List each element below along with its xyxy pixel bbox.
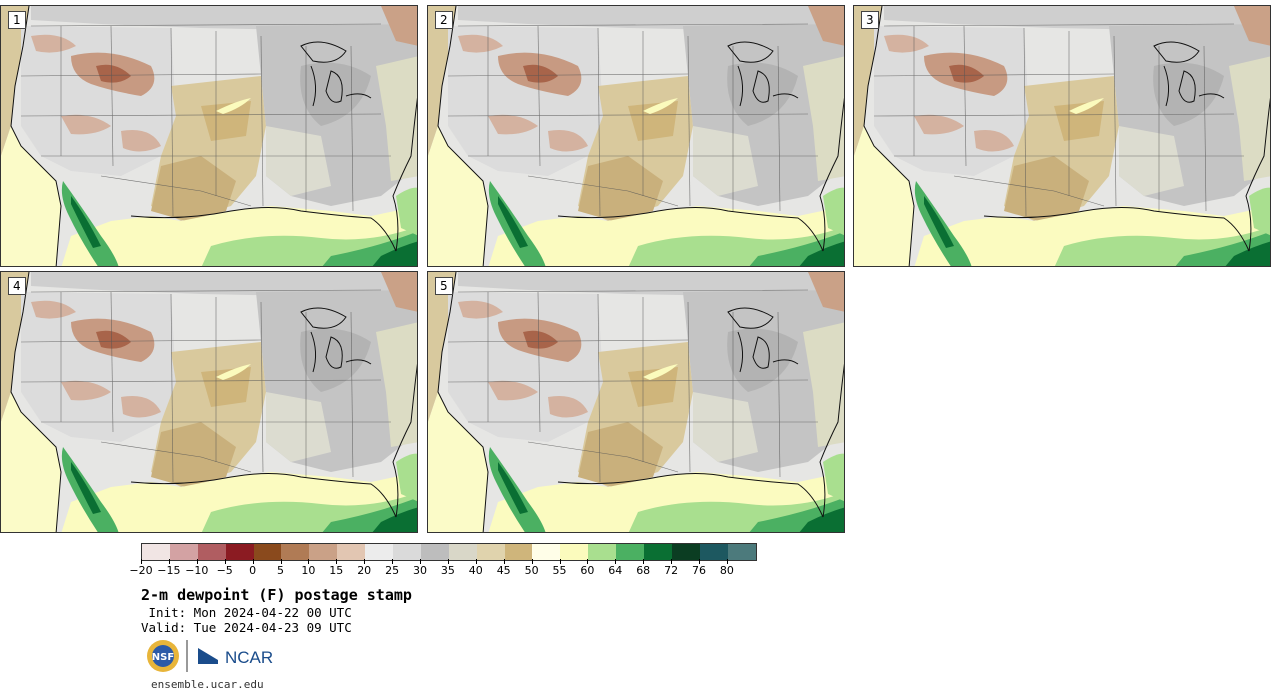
panel-number: 4 [8, 277, 26, 295]
panel-number: 3 [861, 11, 879, 29]
map-panel-1: 1 [0, 5, 418, 267]
colorbar-tick [196, 559, 198, 564]
colorbar-tick-label: 35 [440, 564, 455, 577]
svg-text:NCAR: NCAR [225, 648, 273, 667]
colorbar-tick [364, 559, 366, 564]
colorbar-segment [169, 544, 198, 560]
colorbar-segment [532, 544, 561, 560]
colorbar-segment [142, 544, 170, 560]
colorbar-tick [280, 559, 282, 564]
colorbar-tick-label: −10 [185, 564, 209, 577]
map-panel-2: 2 [427, 5, 845, 267]
colorbar-tick-label: 10 [301, 564, 316, 577]
colorbar-tick-label: 5 [277, 564, 284, 577]
colorbar-segment [393, 544, 421, 560]
colorbar-tick [643, 559, 645, 564]
colorbar-tick [699, 559, 700, 564]
colorbar-tick-label: 64 [608, 564, 623, 577]
colorbar-tick-label: −15 [157, 564, 181, 577]
colorbar-tick-label: 30 [413, 564, 427, 577]
colorbar-segment [699, 544, 728, 560]
svg-text:NSF: NSF [152, 652, 174, 663]
colorbar-tick-label: 72 [664, 564, 679, 577]
colorbar-tick-label: −5 [216, 564, 233, 577]
colorbar-tick-label: 0 [249, 564, 257, 577]
colorbar-tick-label: 45 [496, 564, 511, 577]
colorbar-tick-label: 55 [552, 564, 567, 577]
nsf-logo: NSF [147, 640, 179, 672]
colorbar-tick [168, 559, 170, 564]
colorbar-tick [308, 559, 310, 564]
colorbar-tick [559, 559, 561, 564]
chart-title: 2-m dewpoint (F) postage stamp [141, 586, 412, 604]
colorbar-tick-label: 80 [719, 564, 734, 577]
colorbar-segment [253, 544, 282, 560]
colorbar-tick [252, 559, 254, 564]
colorbar-tick-label: 15 [329, 564, 344, 577]
colorbar-tick [224, 559, 226, 564]
colorbar-segment [337, 544, 366, 560]
ncar-logo: NCAR [198, 648, 273, 667]
map-panel-3: 3 [853, 5, 1271, 267]
colorbar-tick-label: 60 [580, 564, 595, 577]
dewpoint-map [854, 6, 1270, 266]
colorbar-ticks: −20 −15 −10 −5 0 5 10 15 20 25 30 35 40 45 50 55 60 64 68 7… [129, 559, 755, 583]
colorbar-segment [671, 544, 700, 560]
panel-number: 5 [435, 277, 453, 295]
colorbar-tick-label: 50 [524, 564, 539, 577]
panel-number: 1 [8, 11, 26, 29]
colorbar-segment [560, 544, 589, 560]
colorbar-segment [365, 544, 394, 560]
colorbar-tick-label: 20 [357, 564, 372, 577]
valid-time: Valid: Tue 2024-04-23 09 UTC [141, 620, 352, 635]
colorbar-segment [727, 544, 756, 560]
colorbar-tick [447, 559, 449, 564]
init-time: Init: Mon 2024-04-22 00 UTC [141, 605, 352, 620]
colorbar-tick [141, 559, 142, 564]
colorbar-segment [644, 544, 672, 560]
colorbar-segment [588, 544, 617, 560]
colorbar-tick [587, 559, 589, 564]
colorbar-segment [197, 544, 226, 560]
colorbar-tick [503, 559, 505, 564]
colorbar-tick [615, 559, 617, 564]
colorbar-tick [726, 559, 728, 564]
colorbar [141, 543, 757, 561]
colorbar-tick [531, 559, 533, 564]
map-panel-5: 5 [427, 271, 845, 533]
dewpoint-map [428, 272, 844, 532]
colorbar-segment [616, 544, 645, 560]
colorbar-tick-label: 76 [692, 564, 706, 577]
dewpoint-map [1, 6, 417, 266]
colorbar-tick-label: 25 [385, 564, 400, 577]
site-url: ensemble.ucar.edu [151, 678, 264, 691]
colorbar-segment [309, 544, 338, 560]
colorbar-segment [225, 544, 254, 560]
colorbar-tick-label: −20 [129, 564, 153, 577]
colorbar-segment [281, 544, 310, 560]
colorbar-tick [475, 559, 477, 564]
colorbar-tick [392, 559, 394, 564]
colorbar-tick-label: 68 [636, 564, 651, 577]
map-panel-4: 4 [0, 271, 418, 533]
dewpoint-map [428, 6, 844, 266]
colorbar-tick [671, 559, 673, 564]
colorbar-segment [448, 544, 477, 560]
colorbar-tick [420, 559, 421, 564]
colorbar-tick [336, 559, 338, 564]
panel-number: 2 [435, 11, 453, 29]
colorbar-segment [420, 544, 449, 560]
colorbar-tick-label: 40 [468, 564, 483, 577]
nsf-ncar-logos: NSF NCAR [147, 640, 273, 672]
dewpoint-map [1, 272, 417, 532]
colorbar-segment [476, 544, 505, 560]
colorbar-segment [504, 544, 533, 560]
